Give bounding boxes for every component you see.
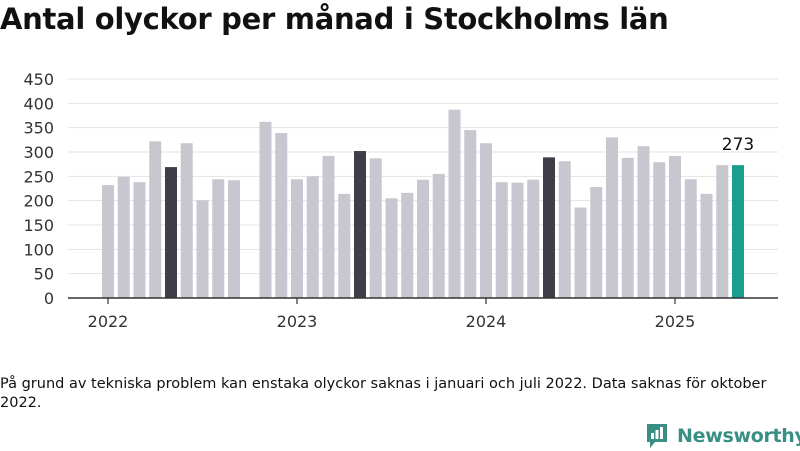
bar — [511, 182, 524, 298]
x-tick-label: 2025 — [655, 312, 696, 331]
bar — [322, 155, 335, 298]
callouts: 273 — [722, 135, 754, 155]
bar — [369, 158, 382, 298]
bar — [102, 185, 114, 298]
bar — [669, 155, 681, 298]
bar — [117, 176, 130, 298]
bar — [700, 193, 713, 298]
bar — [495, 182, 508, 298]
bar — [212, 179, 225, 298]
x-tick-label: 2024 — [466, 312, 507, 331]
bar — [574, 207, 587, 298]
bar — [543, 157, 555, 298]
bar — [180, 143, 193, 298]
brand-logo: Newsworthy — [645, 421, 800, 451]
bar — [606, 137, 618, 298]
y-tick-label: 450 — [23, 70, 54, 89]
chart-title: Antal olyckor per månad i Stockholms län — [0, 2, 669, 36]
bar — [684, 179, 697, 298]
bar — [464, 130, 477, 298]
bar — [716, 165, 729, 298]
y-tick-label: 250 — [23, 167, 54, 186]
bar — [621, 157, 634, 298]
bar — [637, 146, 650, 298]
bar — [590, 187, 603, 298]
bar — [417, 179, 429, 298]
bar — [385, 198, 398, 298]
x-tick-label: 2023 — [277, 312, 318, 331]
footnote: På grund av tekniska problem kan enstaka… — [0, 376, 767, 411]
bar — [291, 179, 303, 298]
y-tick-label: 200 — [23, 192, 54, 211]
bar — [259, 121, 272, 299]
y-tick-label: 400 — [23, 94, 54, 113]
y-tick-label: 300 — [23, 143, 54, 162]
bar — [653, 162, 666, 298]
newsworthy-logo-icon — [647, 424, 667, 448]
bars — [102, 109, 744, 299]
bar — [480, 143, 492, 298]
brand-name: Newsworthy — [677, 425, 800, 447]
y-tick-label: 100 — [23, 240, 54, 259]
bar — [527, 179, 540, 298]
bar — [165, 167, 177, 298]
y-axis-ticks: 0 50 100 150 200 250 300 350 400 450 — [23, 70, 54, 308]
bar — [432, 173, 445, 298]
bar — [448, 109, 461, 298]
y-tick-label: 0 — [44, 289, 54, 308]
bar — [133, 182, 146, 298]
bar-chart: 0 50 100 150 200 250 300 350 400 450 2022 2023 2024… — [23, 70, 778, 331]
y-tick-label: 50 — [34, 265, 54, 284]
bar — [732, 165, 744, 298]
bar — [338, 193, 351, 298]
x-axis-ticks: 2022 2023 2024 2025 — [88, 298, 696, 331]
bar — [149, 141, 162, 298]
y-tick-label: 350 — [23, 119, 54, 138]
highlight-value-label: 273 — [722, 135, 754, 155]
bar — [228, 180, 240, 298]
bar — [354, 151, 366, 298]
bar — [401, 192, 414, 298]
bar — [196, 200, 209, 298]
bar — [306, 176, 319, 298]
x-tick-label: 2022 — [88, 312, 129, 331]
bar — [275, 133, 288, 298]
bar — [558, 161, 571, 298]
y-tick-label: 150 — [23, 216, 54, 235]
